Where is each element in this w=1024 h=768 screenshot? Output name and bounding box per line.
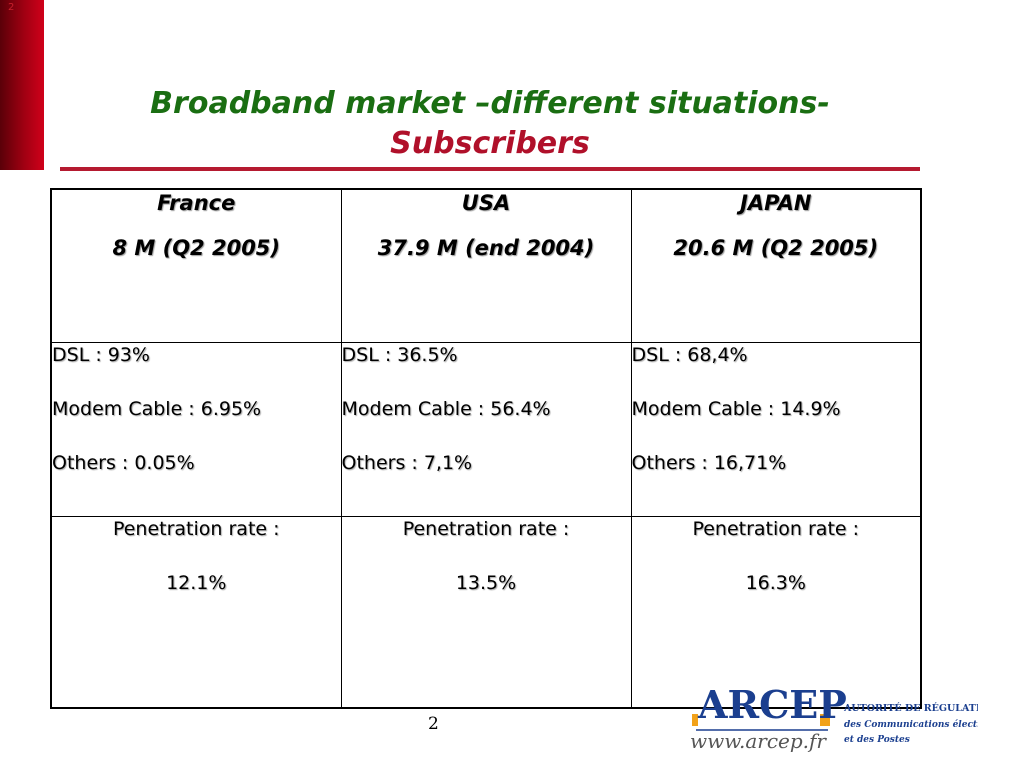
header-cell-usa: USA 37.9 M (end 2004) [340,188,632,343]
page-number: 2 [428,714,439,734]
slide-title: Broadband market –different situations- … [60,84,920,164]
logo-accent-bar-right [820,714,830,726]
subscriber-count: 8 M (Q2 2005) [112,236,281,260]
penetration-cell-usa: Penetration rate : 13.5% [340,515,632,709]
cable-share: Modem Cable : 14.9% [631,397,841,420]
logo-brand: ARCEP [697,682,847,727]
logo-accent-bar [692,714,698,726]
others-share: Others : 0.05% [52,451,195,474]
logo-authority-line-1: AUTORITÉ DE RÉGULATION [843,702,978,714]
mix-cell-usa: DSL : 36.5% Modem Cable : 56.4% Others :… [340,341,632,517]
dsl-share: DSL : 93% [52,343,150,366]
penetration-label: Penetration rate : [692,517,860,540]
arcep-logo: ARCEP www.arcep.fr AUTORITÉ DE RÉGULATIO… [690,682,978,753]
table-row-penetration: Penetration rate : 12.1% Penetration rat… [50,515,922,709]
header-cell-japan: JAPAN 20.6 M (Q2 2005) [630,188,922,343]
corner-accent-bar: 2 [0,0,44,170]
title-divider [60,167,920,171]
penetration-value: 12.1% [166,571,227,594]
penetration-value: 16.3% [745,571,806,594]
others-share: Others : 7,1% [341,451,473,474]
subscriber-count: 20.6 M (Q2 2005) [673,236,879,260]
logo-authority-line-2: des Communications électroniques [844,719,978,730]
others-share: Others : 16,71% [631,451,787,474]
cable-share: Modem Cable : 56.4% [341,397,551,420]
subscriber-count: 37.9 M (end 2004) [377,236,595,260]
penetration-cell-france: Penetration rate : 12.1% [50,515,342,709]
penetration-label: Penetration rate : [402,517,570,540]
subscribers-table: France 8 M (Q2 2005) USA 37.9 M (end 200… [50,188,922,709]
dsl-share: DSL : 68,4% [631,343,748,366]
header-cell-france: France 8 M (Q2 2005) [50,188,342,343]
table-row-header: France 8 M (Q2 2005) USA 37.9 M (end 200… [50,188,922,343]
country-name: JAPAN [740,191,812,215]
cable-share: Modem Cable : 6.95% [52,397,262,420]
penetration-label: Penetration rate : [112,517,280,540]
mix-cell-france: DSL : 93% Modem Cable : 6.95% Others : 0… [50,341,342,517]
title-line-1: Broadband market –different situations- [150,86,830,121]
corner-number: 2 [8,2,15,13]
penetration-value: 13.5% [455,571,517,594]
country-name: France [157,191,236,215]
penetration-cell-japan: Penetration rate : 16.3% [630,515,922,709]
logo-url: www.arcep.fr [690,729,827,753]
dsl-share: DSL : 36.5% [341,343,458,366]
country-name: USA [461,191,511,215]
title-line-2: Subscribers [390,126,590,161]
logo-authority-line-3: et des Postes [844,735,910,745]
mix-cell-japan: DSL : 68,4% Modem Cable : 14.9% Others :… [630,341,922,517]
table-row-technology-mix: DSL : 93% Modem Cable : 6.95% Others : 0… [50,341,922,517]
